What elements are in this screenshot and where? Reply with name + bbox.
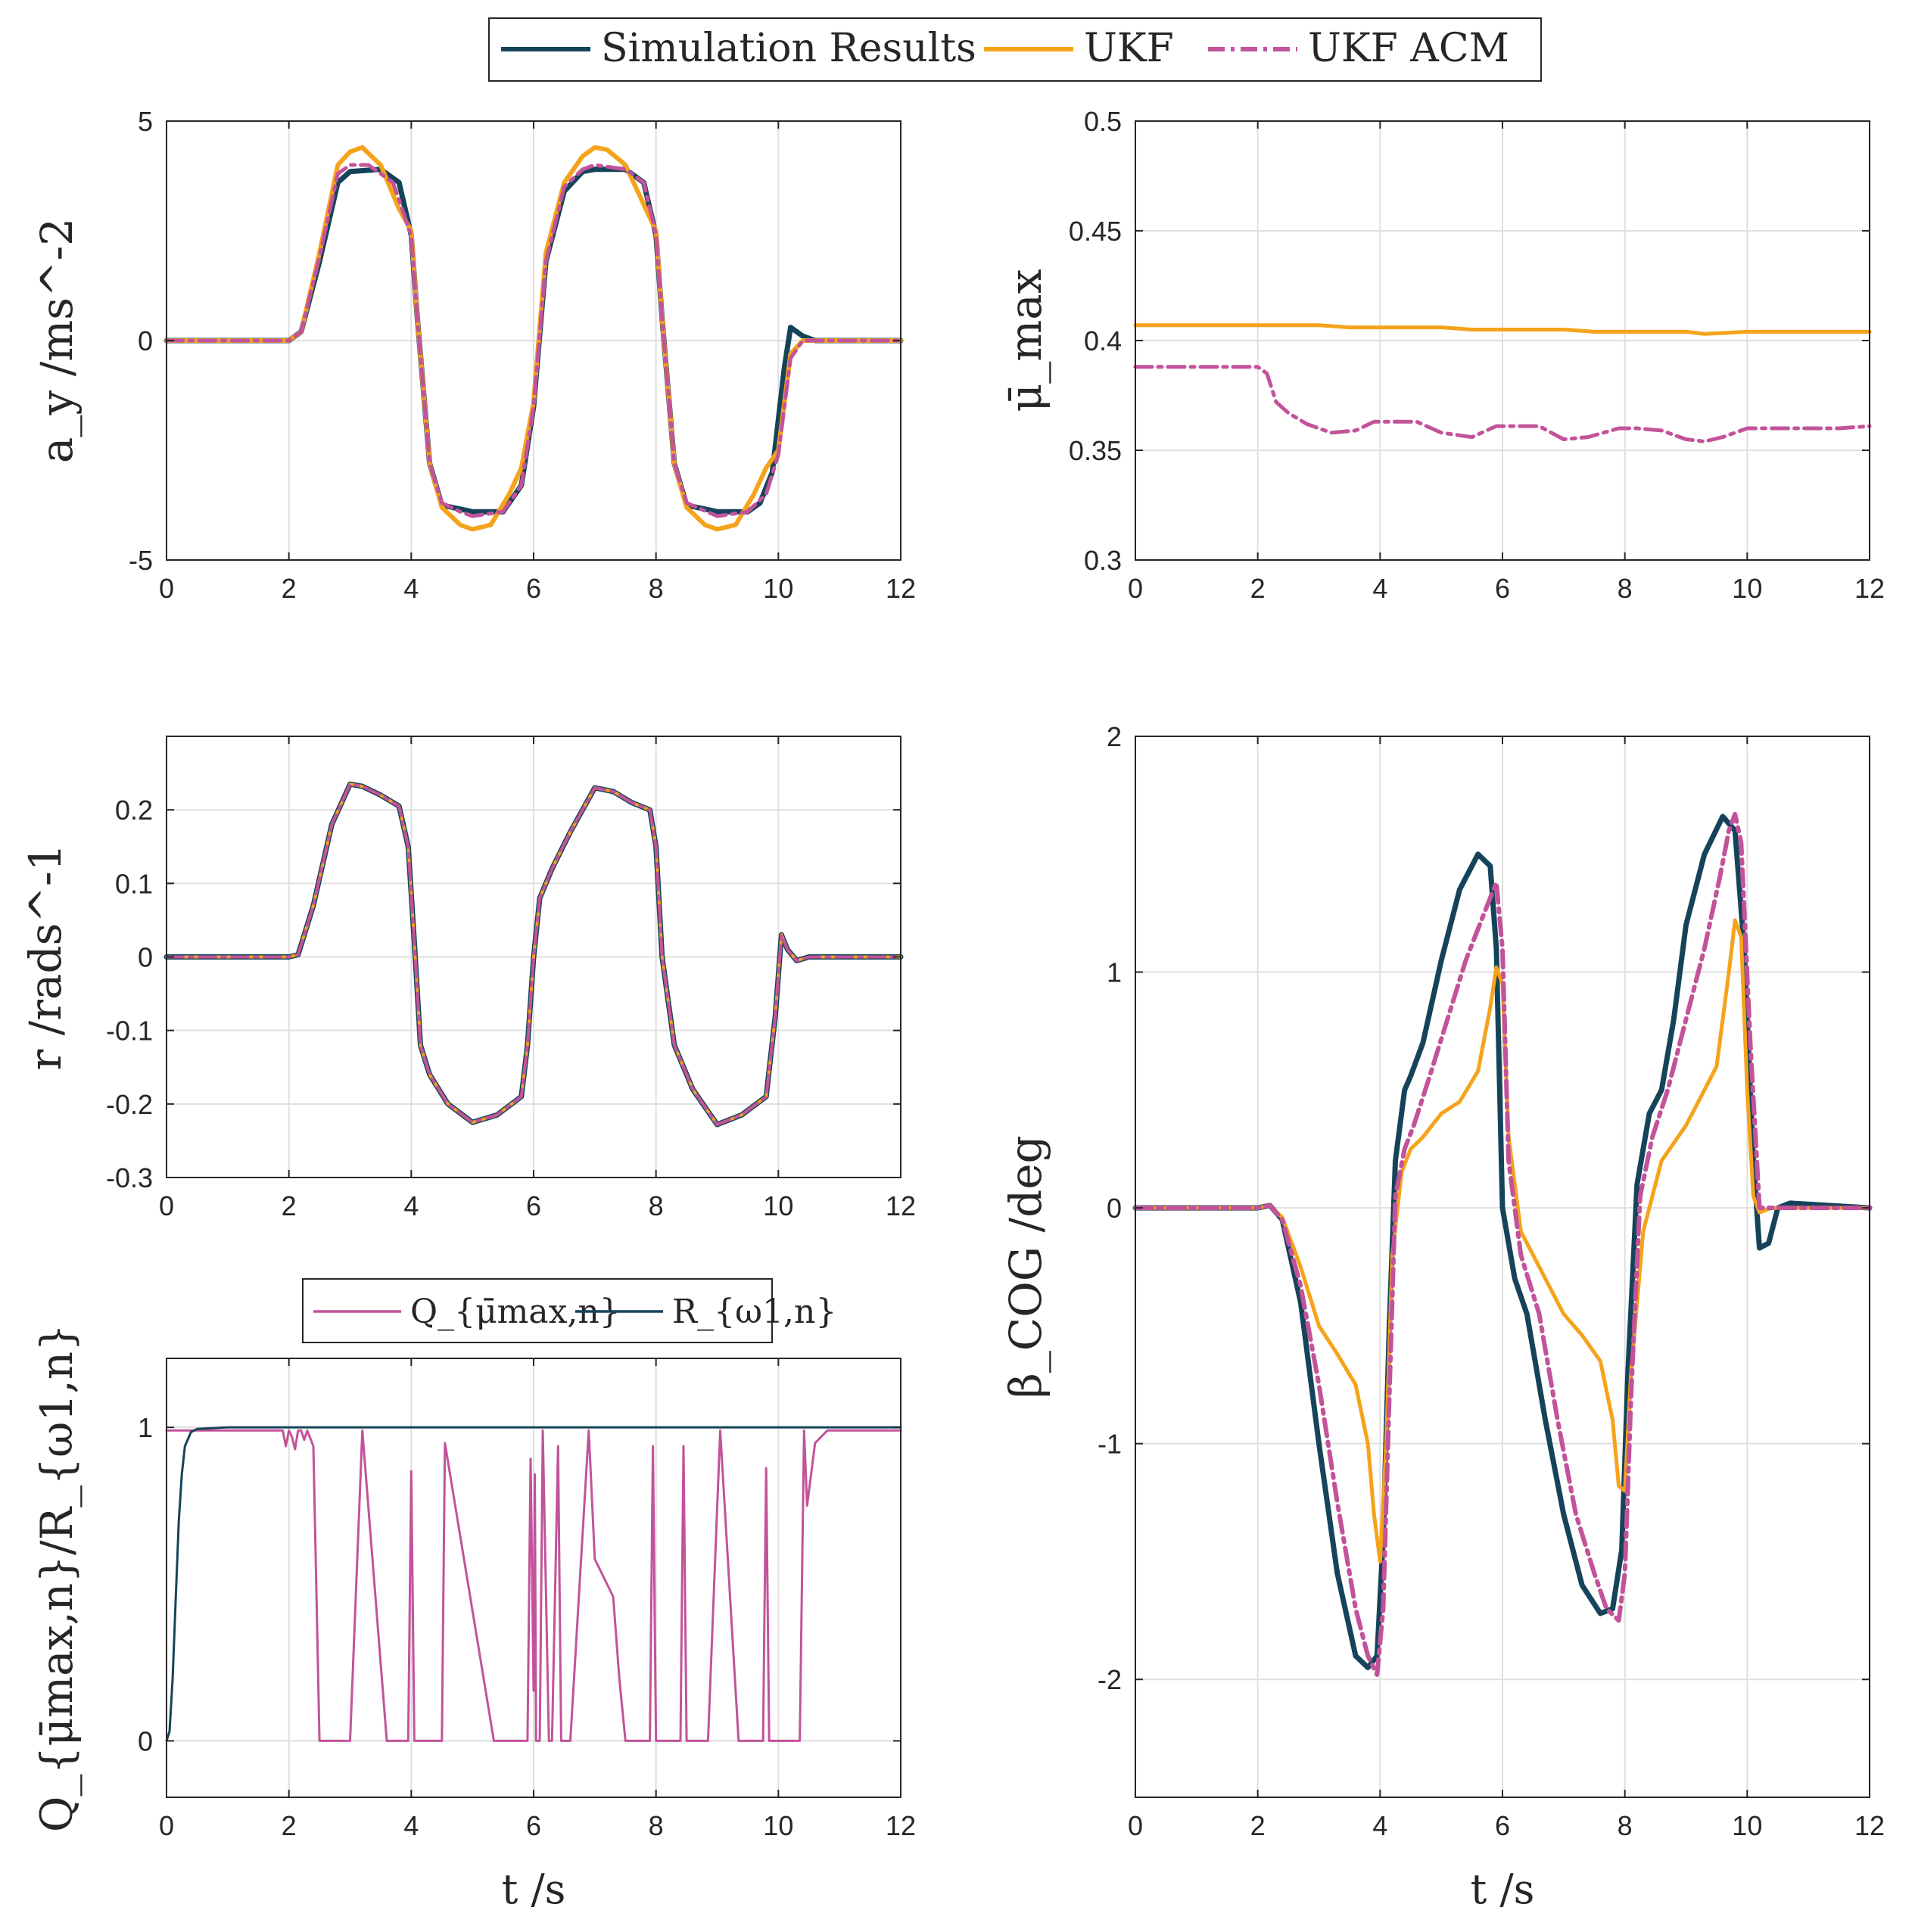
legend-label-acm: UKF ACM <box>1308 26 1509 71</box>
legend-weights: Q_{μ̄max,n} R_{ω1,n} <box>302 1278 836 1343</box>
x-axis-label: t /s <box>1471 1865 1535 1913</box>
tick-label-x: 8 <box>649 573 664 604</box>
tick-label-x: 8 <box>1618 573 1633 604</box>
tick-label-y: 0.1 <box>115 868 153 899</box>
tick-label-y: 0.45 <box>1069 216 1122 247</box>
tick-label-x: 6 <box>1495 573 1510 604</box>
series-line-acm <box>165 1429 902 1742</box>
x-axis-label: t /s <box>502 1865 566 1913</box>
tick-label-x: 12 <box>1854 573 1885 604</box>
tick-label-x: 4 <box>403 573 419 604</box>
tick-label-x: 2 <box>1250 1810 1266 1841</box>
tick-label-y: 0.4 <box>1084 325 1122 356</box>
tick-label-x: 6 <box>526 1810 541 1841</box>
tick-label-x: 4 <box>403 1190 419 1221</box>
tick-label-y: -0.2 <box>106 1089 153 1120</box>
tick-label-x: 0 <box>159 1810 174 1841</box>
series-line-ukf <box>1133 323 1872 336</box>
series-line-acm <box>164 163 903 518</box>
series-line-acm <box>165 782 902 1126</box>
tick-label-x: 12 <box>1854 1810 1885 1841</box>
chart-friction-estimate: 0 2 4 6 8 10 12 0.3 0.35 0.4 0.45 0.5 μ̄_max <box>1000 106 1885 604</box>
tick-label-y: 0.3 <box>1084 545 1122 576</box>
series-line-ukf <box>164 145 903 532</box>
tick-label-x: 8 <box>1618 1810 1633 1841</box>
tick-label-x: 4 <box>1372 573 1387 604</box>
tick-label-x: 10 <box>763 1810 793 1841</box>
series-line-sim <box>1132 814 1873 1671</box>
tick-label-y: 0.5 <box>1084 106 1122 137</box>
tick-label-y: 0.2 <box>115 795 153 826</box>
chart-yaw-rate: 0 2 4 6 8 10 12 -0.3 -0.2 -0.1 0 0.1 0.2 r /rads^-1 <box>20 736 916 1221</box>
tick-label-x: 10 <box>1732 573 1762 604</box>
tick-label-y: -0.3 <box>106 1162 153 1193</box>
tick-label-y: 0 <box>1107 1193 1122 1224</box>
y-axis-label: r /rads^-1 <box>20 844 71 1071</box>
tick-label-x: 12 <box>886 573 916 604</box>
y-axis-label: a_y /ms^-2 <box>31 218 83 463</box>
tick-label-x: 10 <box>1732 1810 1762 1841</box>
legend-label-r: R_{ω1,n} <box>672 1293 836 1331</box>
legend-label-ukf: UKF <box>1084 26 1174 71</box>
legend-main: Simulation Results UKF UKF ACM <box>488 17 1542 82</box>
tick-label-y: 1 <box>138 1412 153 1443</box>
tick-label-x: 0 <box>159 573 174 604</box>
tick-label-x: 8 <box>649 1190 664 1221</box>
legend-label-sim: Simulation Results <box>601 26 976 71</box>
tick-label-y: -2 <box>1098 1664 1122 1695</box>
y-axis-label: Q_{μ̄max,n}/R_{ω1,n} <box>31 1324 83 1832</box>
tick-label-x: 12 <box>886 1810 916 1841</box>
tick-label-y: -0.1 <box>106 1016 153 1047</box>
series-line-sim <box>165 1426 902 1742</box>
tick-label-x: 6 <box>526 573 541 604</box>
tick-label-x: 10 <box>763 573 793 604</box>
tick-label-x: 2 <box>282 573 297 604</box>
tick-label-x: 4 <box>1372 1810 1387 1841</box>
tick-label-y: 0 <box>138 942 153 973</box>
tick-label-x: 6 <box>1495 1810 1510 1841</box>
chart-adaptive-weights: 0 2 4 6 8 10 12 0 1 Q_{μ̄max,n}/R_{ω1,n}t /s <box>31 1324 916 1913</box>
tick-label-y: 5 <box>138 106 153 137</box>
tick-label-y: 0 <box>138 1725 153 1756</box>
tick-label-y: -5 <box>129 545 153 576</box>
y-axis-label: μ̄_max <box>1000 269 1051 412</box>
tick-label-x: 0 <box>1128 1810 1143 1841</box>
tick-label-x: 2 <box>282 1810 297 1841</box>
tick-label-x: 4 <box>403 1810 419 1841</box>
tick-label-x: 10 <box>763 1190 793 1221</box>
tick-label-y: 2 <box>1107 721 1122 752</box>
tick-label-x: 12 <box>886 1190 916 1221</box>
tick-label-y: 0.35 <box>1069 435 1122 466</box>
series-line-acm <box>1133 365 1872 443</box>
tick-label-x: 2 <box>1250 573 1266 604</box>
tick-label-x: 8 <box>649 1810 664 1841</box>
series-line-acm <box>1133 811 1872 1677</box>
tick-label-x: 0 <box>159 1190 174 1221</box>
y-axis-label: β_COG /deg <box>1000 1135 1051 1398</box>
tick-label-y: -1 <box>1098 1429 1122 1460</box>
tick-label-x: 6 <box>526 1190 541 1221</box>
tick-label-y: 1 <box>1107 957 1122 988</box>
tick-label-x: 2 <box>282 1190 297 1221</box>
tick-label-x: 0 <box>1128 573 1143 604</box>
tick-label-y: 0 <box>138 325 153 356</box>
